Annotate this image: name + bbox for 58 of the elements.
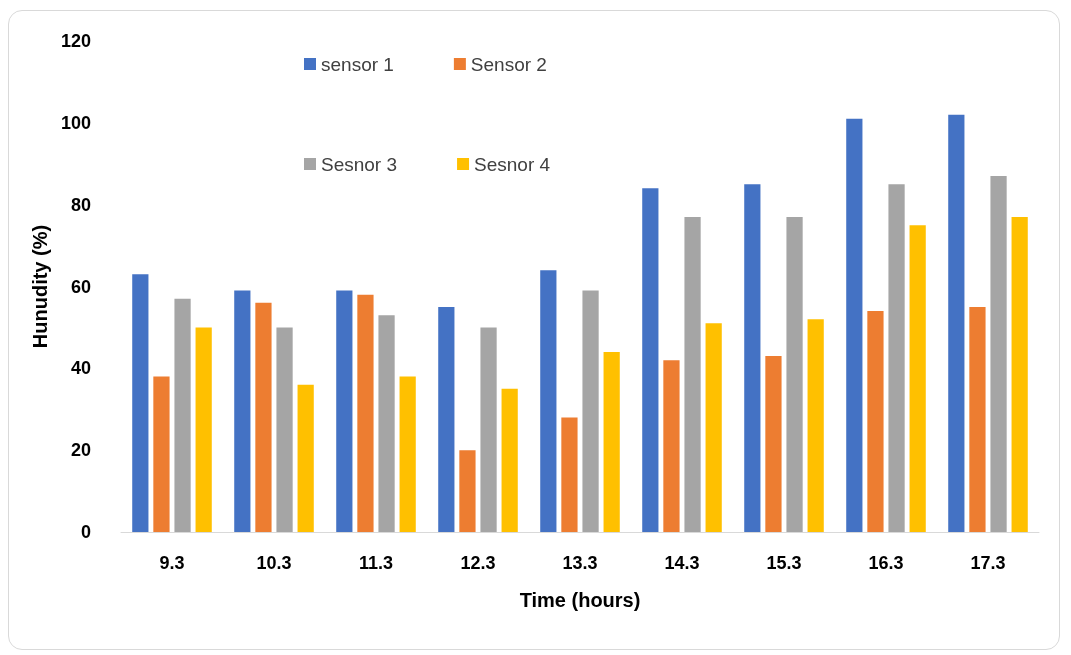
bar (153, 376, 170, 532)
bar (909, 225, 926, 532)
y-tick-label: 100 (60, 112, 91, 133)
x-axis-title: Time (hours) (519, 589, 641, 611)
bar (438, 306, 455, 532)
bar (255, 302, 272, 532)
legend-label: sensor 1 (321, 53, 394, 75)
legend-label: Sesnor 3 (321, 153, 398, 175)
bar (357, 294, 374, 532)
legend-label: Sensor 2 (470, 53, 547, 75)
bar (174, 298, 191, 532)
bar (705, 323, 722, 532)
bar (969, 306, 986, 532)
bar (459, 450, 476, 532)
legend-label: Sesnor 4 (474, 153, 551, 175)
bar (501, 388, 518, 532)
bar (561, 417, 578, 532)
y-tick-label: 40 (70, 358, 91, 379)
bar (663, 360, 680, 532)
bar (234, 290, 251, 532)
bar (540, 270, 557, 532)
bar (888, 184, 905, 532)
bar (399, 376, 416, 532)
bar (948, 114, 965, 532)
bar (480, 327, 497, 532)
y-tick-label: 20 (70, 440, 91, 461)
x-tick-label: 9.3 (159, 553, 185, 573)
bar (276, 327, 293, 532)
bar (603, 351, 620, 532)
bar (744, 184, 761, 532)
bar (378, 315, 395, 532)
y-tick-label: 0 (80, 522, 91, 542)
y-tick-label: 80 (70, 194, 91, 215)
bar (1011, 216, 1028, 532)
x-tick-label: 16.3 (868, 553, 904, 573)
x-tick-label: 17.3 (970, 553, 1006, 573)
bar (807, 319, 824, 532)
bar (336, 290, 353, 532)
bar (582, 290, 599, 532)
x-tick-label: 14.3 (664, 553, 700, 573)
x-tick-label: 15.3 (766, 553, 802, 573)
bar (195, 327, 212, 532)
bar (846, 118, 863, 532)
bar (642, 188, 659, 532)
bar (765, 356, 782, 532)
bar (297, 384, 314, 532)
x-tick-label: 10.3 (256, 553, 292, 573)
x-tick-label: 13.3 (562, 553, 598, 573)
bar (867, 311, 884, 532)
bar (786, 216, 803, 532)
bar (990, 176, 1007, 532)
bar (132, 274, 149, 532)
x-tick-label: 11.3 (358, 553, 394, 573)
y-tick-label: 60 (70, 276, 91, 297)
x-tick-label: 12.3 (460, 553, 496, 573)
bar (684, 216, 701, 532)
y-axis-title: Hunudity (%) (29, 224, 52, 349)
y-tick-label: 120 (60, 31, 91, 51)
